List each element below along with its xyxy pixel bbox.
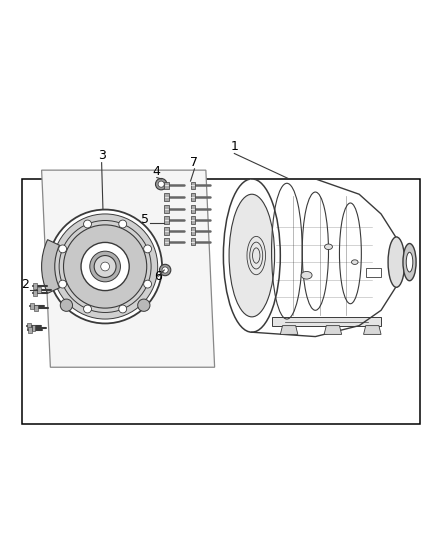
Bar <box>164 193 169 201</box>
Text: 5: 5 <box>141 213 148 225</box>
Wedge shape <box>42 240 60 293</box>
Ellipse shape <box>351 260 358 264</box>
Circle shape <box>48 209 162 324</box>
Circle shape <box>119 220 127 228</box>
Ellipse shape <box>325 244 332 249</box>
Circle shape <box>158 181 164 187</box>
Bar <box>34 305 38 311</box>
Circle shape <box>162 267 168 273</box>
Polygon shape <box>42 170 215 367</box>
Bar <box>30 303 34 309</box>
Bar <box>191 238 195 246</box>
Circle shape <box>138 299 150 311</box>
Circle shape <box>59 280 67 288</box>
Circle shape <box>81 243 129 290</box>
Circle shape <box>155 179 167 190</box>
Circle shape <box>84 220 92 228</box>
Circle shape <box>59 245 67 253</box>
Polygon shape <box>280 326 298 334</box>
Circle shape <box>84 305 92 313</box>
Bar <box>22 179 420 424</box>
Circle shape <box>60 299 73 311</box>
Text: 1: 1 <box>230 140 238 154</box>
Bar <box>33 283 37 289</box>
Ellipse shape <box>223 179 280 332</box>
Circle shape <box>159 264 171 276</box>
Bar <box>191 205 195 213</box>
Ellipse shape <box>388 237 405 287</box>
Bar <box>27 322 31 329</box>
Circle shape <box>101 262 110 271</box>
Bar <box>164 205 169 213</box>
Circle shape <box>144 245 152 253</box>
Text: 2: 2 <box>21 278 29 292</box>
Bar <box>191 182 195 189</box>
Circle shape <box>64 225 147 308</box>
Circle shape <box>90 251 120 282</box>
Bar <box>191 193 195 201</box>
Bar <box>32 325 35 331</box>
Text: 7: 7 <box>191 156 198 169</box>
Circle shape <box>53 214 158 319</box>
Ellipse shape <box>301 271 312 279</box>
Ellipse shape <box>403 244 416 281</box>
Polygon shape <box>324 326 342 334</box>
Bar <box>28 327 32 333</box>
Bar <box>164 182 169 189</box>
Ellipse shape <box>229 194 275 317</box>
Bar <box>164 238 169 246</box>
Bar <box>164 227 169 235</box>
Bar <box>191 216 195 223</box>
Circle shape <box>94 255 116 278</box>
Bar <box>37 287 41 293</box>
Ellipse shape <box>406 252 413 272</box>
Bar <box>366 268 381 278</box>
Text: 3: 3 <box>98 149 106 162</box>
Polygon shape <box>364 326 381 334</box>
Circle shape <box>119 305 127 313</box>
Text: 4: 4 <box>153 165 161 177</box>
Bar <box>33 290 37 296</box>
Bar <box>164 216 169 223</box>
Bar <box>191 227 195 235</box>
Text: 6: 6 <box>155 270 162 282</box>
Circle shape <box>144 280 152 288</box>
Polygon shape <box>272 317 381 326</box>
